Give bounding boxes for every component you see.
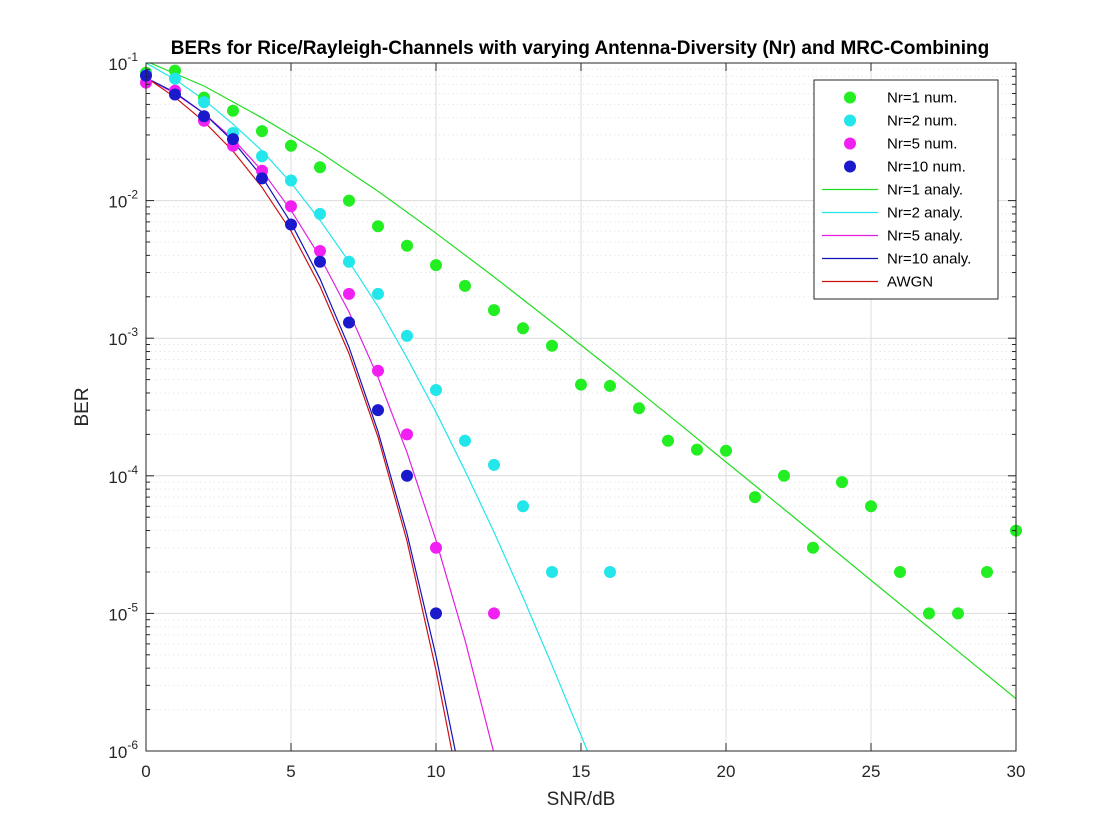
point-nr-1-num [633, 402, 645, 415]
series-markers [140, 64, 1022, 620]
point-nr-10-num [372, 404, 384, 417]
legend-marker-swatch [844, 91, 856, 104]
point-nr-1-num [343, 194, 355, 207]
point-nr-1-num [546, 339, 558, 352]
point-nr-1-num [662, 434, 674, 447]
point-nr-1-num [459, 279, 471, 292]
point-nr-10-num [256, 172, 268, 185]
y-tick-labels: 10-6 10-5 10-4 10-3 10-2 10-1 [108, 50, 138, 762]
point-nr-2-num [401, 329, 413, 342]
point-nr-1-num [807, 541, 819, 554]
point-nr-1-num [981, 566, 993, 578]
point-nr-2-num [314, 207, 326, 220]
point-nr-5-num [488, 607, 500, 620]
y-tick-label: 10-2 [108, 188, 138, 212]
point-nr-2-num [604, 566, 616, 578]
point-nr-5-num [314, 245, 326, 257]
point-nr-10-num [285, 218, 297, 231]
x-tick-label: 25 [862, 762, 881, 781]
x-axis-label: SNR/dB [547, 789, 616, 810]
x-tick-label: 0 [141, 762, 150, 781]
point-nr-2-num [256, 150, 268, 163]
point-nr-1-num [372, 220, 384, 233]
y-axis-label: BER [72, 387, 93, 426]
point-nr-5-num [372, 364, 384, 377]
point-nr-1-num [778, 469, 790, 482]
point-nr-1-num [285, 139, 297, 152]
point-nr-1-num [401, 239, 413, 252]
point-nr-1-num [256, 125, 268, 138]
x-tick-labels: 0 5 10 15 20 25 30 [141, 762, 1025, 781]
point-nr-2-num [488, 458, 500, 471]
x-tick-label: 10 [427, 762, 446, 781]
point-nr-10-num [169, 88, 181, 101]
y-tick-label: 10-4 [108, 463, 138, 487]
legend-label: Nr=2 num. [887, 113, 957, 130]
point-nr-5-num [285, 200, 297, 213]
legend-label: AWGN [887, 274, 933, 291]
legend-label: Nr=5 num. [887, 136, 957, 153]
point-nr-1-num [691, 443, 703, 456]
point-nr-1-num [430, 259, 442, 272]
point-nr-1-num [836, 476, 848, 489]
legend-label: Nr=1 num. [887, 90, 957, 107]
point-nr-10-num [401, 469, 413, 482]
point-nr-10-num [314, 255, 326, 268]
x-tick-label: 15 [572, 762, 591, 781]
point-nr-2-num [169, 72, 181, 85]
point-nr-1-num [749, 491, 761, 504]
point-nr-1-num [227, 104, 239, 117]
legend-label: Nr=10 analy. [887, 251, 971, 268]
series-line-nr-2-analy [146, 63, 666, 751]
x-tick-label: 20 [717, 762, 736, 781]
legend-label: Nr=5 analy. [887, 228, 963, 245]
point-nr-5-num [401, 428, 413, 441]
point-nr-1-num [517, 322, 529, 335]
point-nr-5-num [343, 287, 355, 300]
y-tick-label: 10-1 [108, 50, 138, 74]
point-nr-2-num [459, 434, 471, 447]
point-nr-5-num [430, 541, 442, 554]
point-nr-2-num [198, 96, 210, 109]
point-nr-1-num [720, 444, 732, 457]
point-nr-1-num [865, 500, 877, 513]
point-nr-1-num [604, 379, 616, 392]
point-nr-10-num [198, 110, 210, 123]
legend-marker-swatch [844, 114, 856, 127]
x-tick-label: 30 [1007, 762, 1026, 781]
legend: Nr=1 num. Nr=2 num. Nr=5 num. Nr=10 num. Nr=… [813, 79, 999, 300]
y-tick-label: 10-6 [108, 738, 138, 762]
x-tick-label: 5 [286, 762, 295, 781]
point-nr-1-num [314, 161, 326, 174]
point-nr-2-num [546, 566, 558, 578]
legend-label: Nr=2 analy. [887, 205, 963, 222]
point-nr-1-num [894, 566, 906, 578]
legend-marker-swatch [844, 137, 856, 150]
point-nr-1-num [952, 607, 964, 620]
point-nr-2-num [517, 500, 529, 513]
y-tick-label: 10-3 [108, 325, 138, 349]
point-nr-1-num [923, 607, 935, 620]
point-nr-10-num [430, 607, 442, 620]
point-nr-2-num [285, 174, 297, 187]
point-nr-2-num [430, 384, 442, 396]
point-nr-10-num [343, 316, 355, 329]
axis-ticks [145, 62, 1017, 752]
y-tick-label: 10-5 [108, 600, 138, 624]
point-nr-10-num [227, 133, 239, 146]
legend-label: Nr=1 analy. [887, 182, 963, 199]
point-nr-2-num [343, 255, 355, 268]
chart-title: BERs for Rice/Rayleigh-Channels with var… [171, 38, 990, 59]
point-nr-1-num [488, 304, 500, 317]
point-nr-2-num [372, 287, 384, 300]
series-line-nr-1-analy [148, 63, 1016, 700]
legend-marker-swatch [844, 160, 856, 173]
legend-label: Nr=10 num. [887, 159, 966, 176]
point-nr-1-num [575, 378, 587, 391]
